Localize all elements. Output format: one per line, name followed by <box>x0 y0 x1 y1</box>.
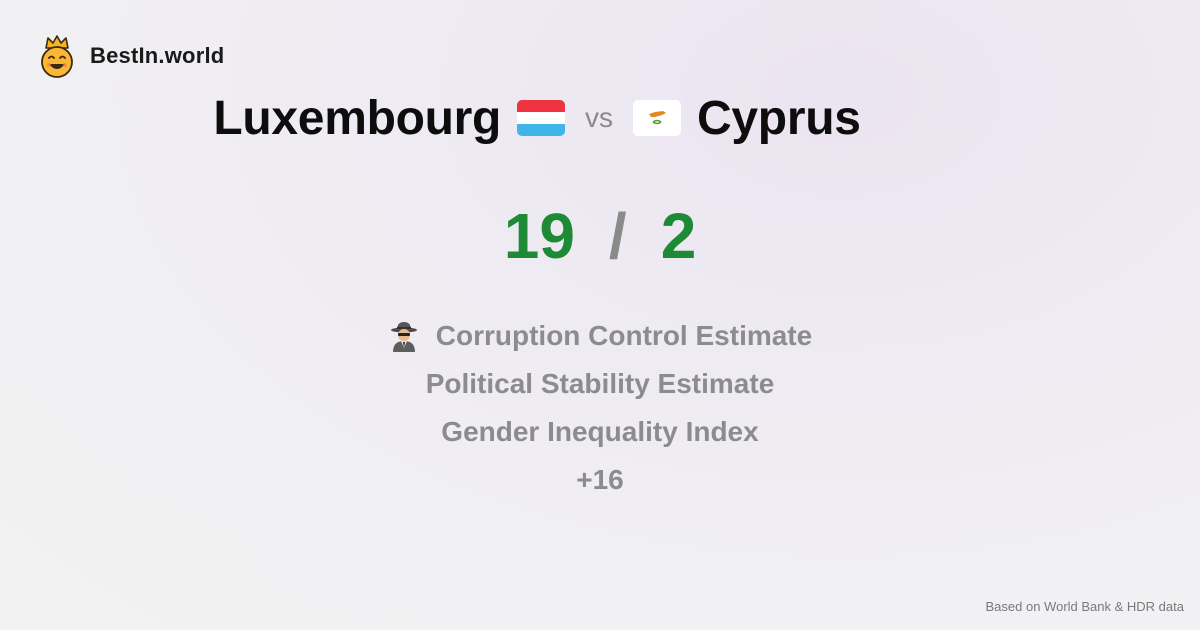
metric-label: Corruption Control Estimate <box>435 320 813 351</box>
more-metrics-count[interactable]: +16 <box>576 456 624 504</box>
right-score: 2 <box>660 200 697 272</box>
left-score: 19 <box>503 200 575 272</box>
spy-detective-icon <box>390 322 417 352</box>
score-display: 19 / 2 <box>0 196 1200 276</box>
metric-list: Corruption Control Estimate Political St… <box>0 312 1200 504</box>
metric-label: Political Stability Estimate <box>425 368 775 399</box>
cyprus-flag-icon <box>633 100 682 136</box>
score-separator: / <box>608 200 627 272</box>
left-country-name: Luxembourg <box>213 91 502 145</box>
brand[interactable]: BestIn.world <box>38 34 224 78</box>
metric-label: +16 <box>576 464 624 495</box>
metric-label: Gender Inequality Index <box>441 416 759 447</box>
metric-item: Political Stability Estimate <box>426 360 775 408</box>
crown-smiley-icon <box>41 35 73 78</box>
data-source-note: Based on World Bank & HDR data <box>985 599 1184 614</box>
metric-item: Gender Inequality Index <box>441 408 758 456</box>
comparison-title: Luxembourg vs Cyprus <box>0 86 1074 150</box>
brand-name: BestIn.world <box>90 43 225 68</box>
luxembourg-flag-icon <box>517 100 566 136</box>
vs-label: vs <box>585 102 614 133</box>
right-country-name: Cyprus <box>697 91 861 145</box>
metric-item: Corruption Control Estimate <box>388 312 812 360</box>
